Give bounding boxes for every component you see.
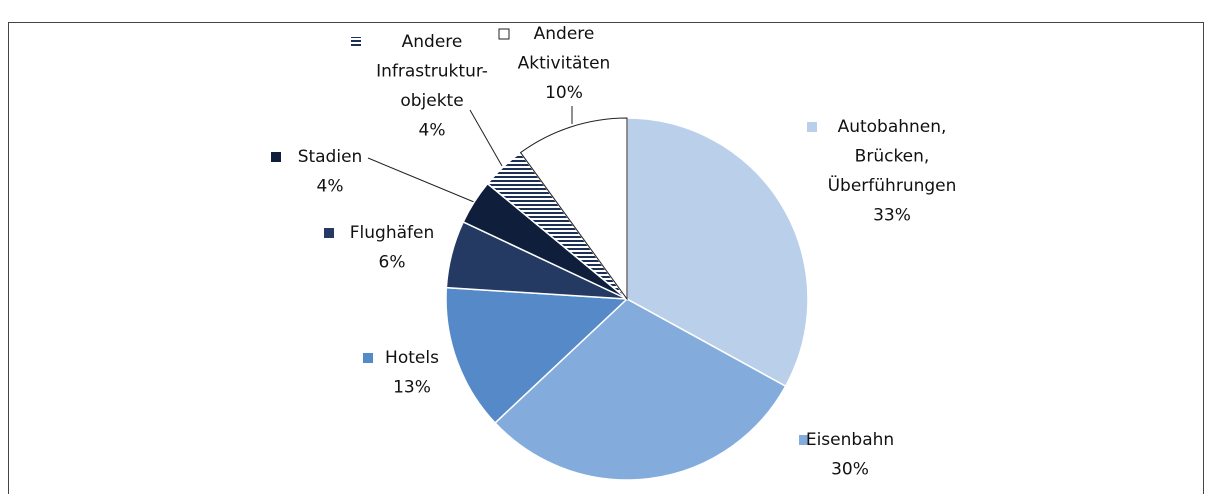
category-label: Andere Aktivitäten (518, 24, 611, 74)
legend-marker (324, 228, 334, 238)
category-label: Flughäfen (350, 223, 434, 243)
category-label: Andere Infrastruktur-objekte (376, 32, 488, 111)
category-label: Eisenbahn (806, 430, 894, 450)
legend-marker (351, 37, 361, 47)
value-label: 6% (379, 253, 406, 273)
pie-slice (445, 286, 629, 424)
legend-marker (498, 28, 510, 40)
value-label: 10% (545, 83, 583, 103)
category-label: Hotels (385, 348, 439, 368)
leader-line (469, 109, 503, 167)
pie-slice (493, 298, 787, 481)
category-label: Autobahnen, Brücken, Überführungen (828, 117, 957, 196)
value-label: 13% (393, 378, 431, 398)
legend-marker (271, 152, 281, 162)
legend-marker (363, 353, 373, 363)
legend-marker (799, 435, 809, 445)
legend-marker (807, 122, 817, 132)
leader-line (367, 157, 475, 203)
slice-outline (519, 117, 628, 301)
value-label: 33% (873, 206, 911, 226)
category-label: Stadien (298, 147, 363, 167)
pie-slice (626, 117, 809, 388)
value-label: 30% (831, 460, 869, 480)
value-label: 4% (317, 177, 344, 197)
value-label: 4% (419, 121, 446, 141)
leader-lines (367, 106, 573, 203)
